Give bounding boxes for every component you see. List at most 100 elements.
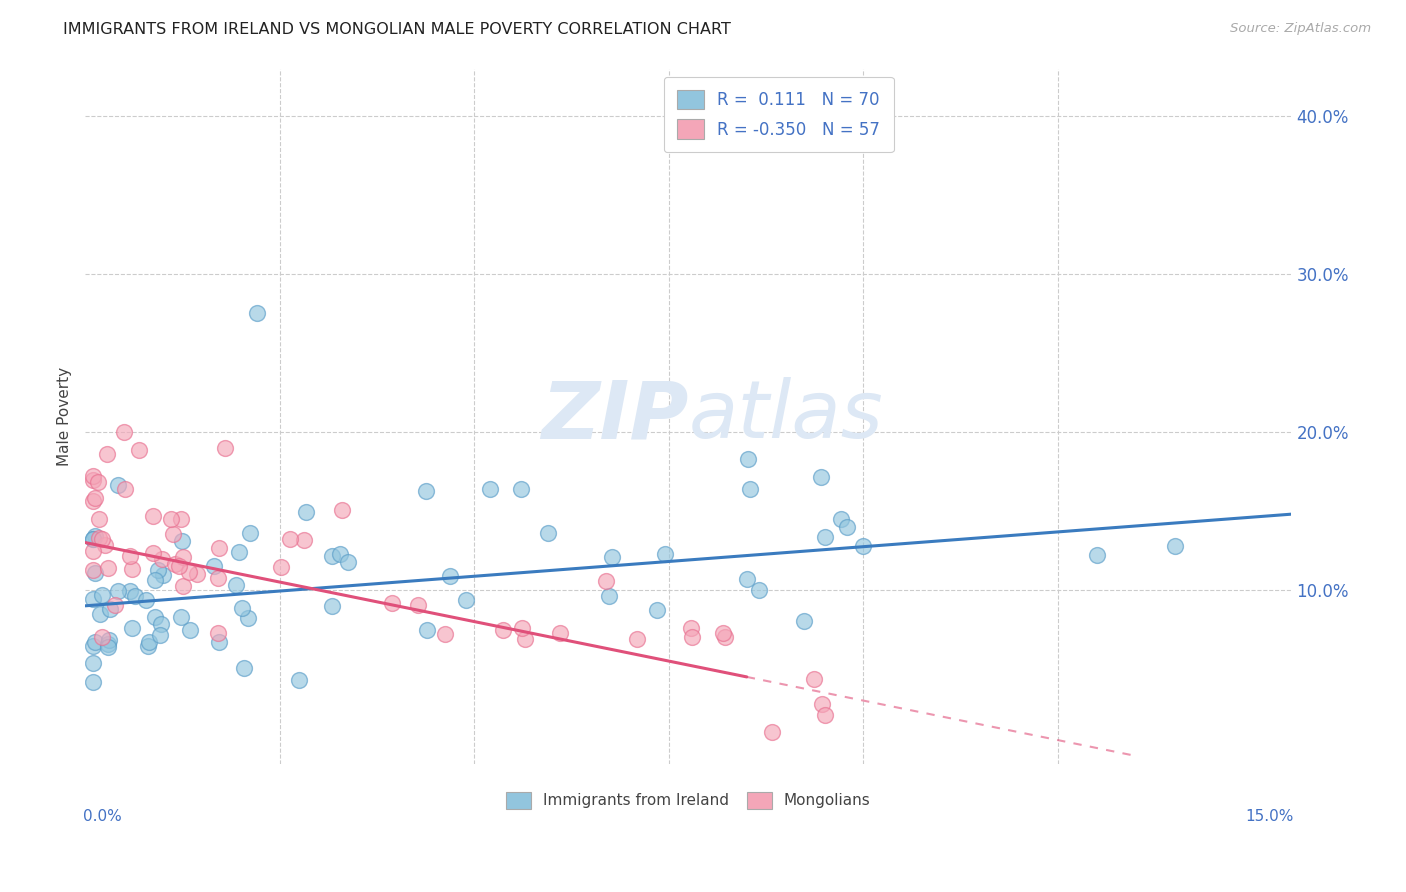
Point [735,572,758,586]
Point [186,566,208,581]
Point [245,306,267,320]
Point [835,519,858,533]
Point [128,443,150,458]
Point [82,469,104,483]
Point [142,508,165,523]
Point [97,633,120,648]
Point [97,637,120,651]
Point [231,601,253,615]
Point [177,565,200,579]
Point [381,596,404,610]
Point [121,621,143,635]
Point [138,634,160,648]
Point [170,610,193,624]
Point [321,599,343,613]
Point [202,558,225,573]
Point [416,623,439,637]
Point [170,534,193,549]
Point [714,630,737,644]
Point [329,547,352,561]
Point [811,698,834,712]
Point [82,639,104,653]
Point [170,511,193,525]
Point [142,546,165,560]
Point [149,617,172,632]
Text: atlas: atlas [689,377,883,455]
Point [148,563,170,577]
Point [225,578,247,592]
Point [548,625,571,640]
Point [82,674,104,689]
Point [97,640,120,655]
Point [537,526,560,541]
Point [294,533,316,548]
Point [681,621,703,635]
Point [121,562,143,576]
Point [91,588,114,602]
Point [830,511,852,525]
Point [83,634,105,648]
Point [713,626,735,640]
Point [82,544,104,558]
Point [90,532,112,546]
Point [228,545,250,559]
Point [456,593,478,607]
Point [107,478,129,492]
Point [434,627,457,641]
Point [278,532,301,546]
Point [295,505,318,519]
Point [82,532,104,546]
Point [748,583,770,598]
Point [337,555,360,569]
Point [332,502,354,516]
Point [270,560,292,574]
Point [439,569,461,583]
Point [595,574,617,588]
Point [83,529,105,543]
Point [510,621,533,635]
Point [89,607,111,621]
Point [90,630,112,644]
Point [415,483,437,498]
Point [232,661,254,675]
Point [737,451,759,466]
Point [207,625,229,640]
Point [120,549,142,563]
Point [321,549,343,563]
Point [114,482,136,496]
Point [681,630,703,644]
Text: ZIP: ZIP [541,377,689,455]
Point [602,549,624,564]
Point [83,566,105,581]
Point [207,635,229,649]
Point [82,494,104,508]
Point [598,589,620,603]
Point [207,541,229,555]
Point [510,483,533,497]
Point [82,533,104,547]
Point [136,639,159,653]
Point [626,632,648,646]
Point [238,610,260,624]
Point [408,598,430,612]
Point [160,512,183,526]
Point [83,491,105,506]
Text: Source: ZipAtlas.com: Source: ZipAtlas.com [1230,22,1371,36]
Point [172,550,194,565]
Point [97,560,120,574]
Point [515,632,537,647]
Point [761,725,783,739]
Text: IMMIGRANTS FROM IRELAND VS MONGOLIAN MALE POVERTY CORRELATION CHART: IMMIGRANTS FROM IRELAND VS MONGOLIAN MAL… [63,22,731,37]
Point [645,603,668,617]
Point [165,557,187,571]
Y-axis label: Male Poverty: Male Poverty [58,367,72,466]
Point [813,530,835,544]
Point [813,707,835,722]
Point [492,623,515,637]
Point [207,571,229,585]
Point [152,568,174,582]
Point [89,531,111,545]
Point [118,584,141,599]
Point [104,598,127,612]
Point [162,526,184,541]
